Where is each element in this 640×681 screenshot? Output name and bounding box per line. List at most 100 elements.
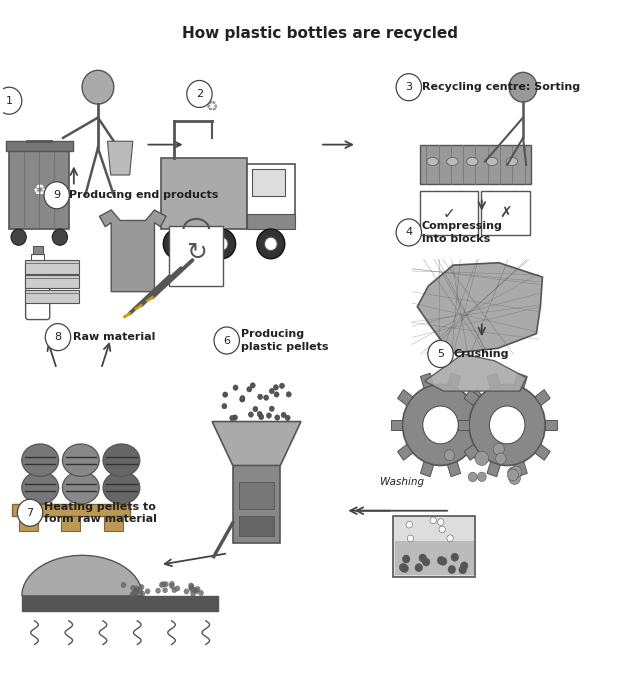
Circle shape (208, 229, 236, 259)
FancyBboxPatch shape (12, 504, 130, 516)
Circle shape (460, 562, 468, 570)
Circle shape (401, 565, 408, 573)
Ellipse shape (103, 444, 140, 477)
Polygon shape (458, 419, 469, 430)
FancyBboxPatch shape (61, 516, 81, 531)
Circle shape (493, 443, 504, 455)
Text: 7: 7 (26, 508, 34, 518)
Circle shape (52, 229, 67, 245)
Circle shape (439, 526, 445, 533)
FancyBboxPatch shape (26, 262, 50, 319)
Circle shape (281, 412, 286, 417)
Ellipse shape (427, 157, 438, 165)
Circle shape (194, 588, 199, 594)
Text: Recycling centre: Sorting: Recycling centre: Sorting (422, 82, 580, 92)
FancyBboxPatch shape (481, 191, 530, 235)
FancyBboxPatch shape (170, 225, 223, 287)
Text: ✓: ✓ (442, 206, 455, 221)
Circle shape (257, 411, 262, 417)
Circle shape (430, 517, 436, 524)
Circle shape (170, 581, 175, 586)
Polygon shape (535, 390, 550, 405)
Polygon shape (397, 445, 413, 460)
Circle shape (280, 383, 285, 389)
Circle shape (198, 590, 204, 596)
Polygon shape (487, 373, 500, 388)
Ellipse shape (447, 157, 458, 165)
Circle shape (172, 587, 177, 592)
Polygon shape (108, 141, 133, 175)
Text: ↻: ↻ (186, 240, 207, 265)
Circle shape (403, 555, 410, 563)
Circle shape (269, 388, 275, 394)
Circle shape (269, 406, 275, 411)
Circle shape (247, 387, 252, 392)
FancyBboxPatch shape (233, 465, 280, 543)
Circle shape (477, 472, 486, 481)
FancyBboxPatch shape (247, 215, 294, 229)
Polygon shape (487, 462, 500, 477)
Ellipse shape (22, 444, 59, 477)
Circle shape (415, 564, 422, 572)
Text: Heating pellets to
form raw material: Heating pellets to form raw material (44, 501, 157, 524)
Circle shape (508, 467, 518, 478)
Circle shape (139, 584, 144, 590)
Circle shape (140, 591, 145, 597)
Text: Compressing
into blocks: Compressing into blocks (422, 221, 502, 244)
Circle shape (170, 584, 174, 589)
Circle shape (233, 385, 238, 390)
Polygon shape (535, 445, 550, 460)
Circle shape (509, 72, 537, 102)
Polygon shape (99, 210, 166, 291)
Circle shape (250, 383, 255, 388)
Circle shape (184, 588, 189, 594)
Circle shape (163, 229, 191, 259)
Polygon shape (6, 141, 72, 151)
Text: 6: 6 (223, 336, 230, 345)
Circle shape (17, 499, 43, 526)
Circle shape (131, 591, 136, 597)
Circle shape (406, 521, 412, 528)
FancyBboxPatch shape (22, 596, 218, 611)
Polygon shape (514, 373, 527, 388)
Circle shape (130, 592, 135, 597)
Polygon shape (479, 419, 490, 430)
Text: Washing: Washing (380, 477, 424, 488)
Circle shape (240, 396, 245, 401)
FancyBboxPatch shape (239, 516, 274, 537)
Circle shape (189, 585, 194, 590)
Text: Producing end products: Producing end products (69, 190, 219, 200)
Circle shape (44, 182, 69, 209)
FancyBboxPatch shape (25, 260, 79, 274)
Circle shape (508, 469, 518, 481)
Circle shape (121, 582, 126, 588)
Circle shape (11, 229, 26, 245)
FancyBboxPatch shape (31, 254, 44, 264)
Polygon shape (447, 462, 461, 477)
Circle shape (193, 587, 198, 592)
Text: Crushing: Crushing (453, 349, 509, 359)
Circle shape (399, 563, 407, 571)
Circle shape (447, 535, 453, 541)
Text: ♻: ♻ (33, 183, 46, 197)
Circle shape (133, 589, 138, 595)
Circle shape (257, 229, 285, 259)
Circle shape (511, 466, 522, 478)
FancyBboxPatch shape (19, 516, 38, 531)
Circle shape (187, 80, 212, 108)
Circle shape (134, 586, 140, 591)
FancyBboxPatch shape (25, 275, 79, 289)
Polygon shape (447, 373, 461, 388)
Circle shape (448, 565, 456, 573)
Circle shape (490, 406, 525, 444)
Circle shape (403, 384, 479, 465)
Ellipse shape (63, 471, 99, 504)
Circle shape (258, 394, 262, 400)
FancyBboxPatch shape (161, 158, 247, 229)
Circle shape (82, 70, 114, 104)
Text: 8: 8 (54, 332, 61, 342)
Circle shape (189, 587, 195, 592)
Text: Producing
plastic pellets: Producing plastic pellets (241, 330, 328, 351)
Polygon shape (464, 445, 479, 460)
Circle shape (136, 589, 141, 595)
